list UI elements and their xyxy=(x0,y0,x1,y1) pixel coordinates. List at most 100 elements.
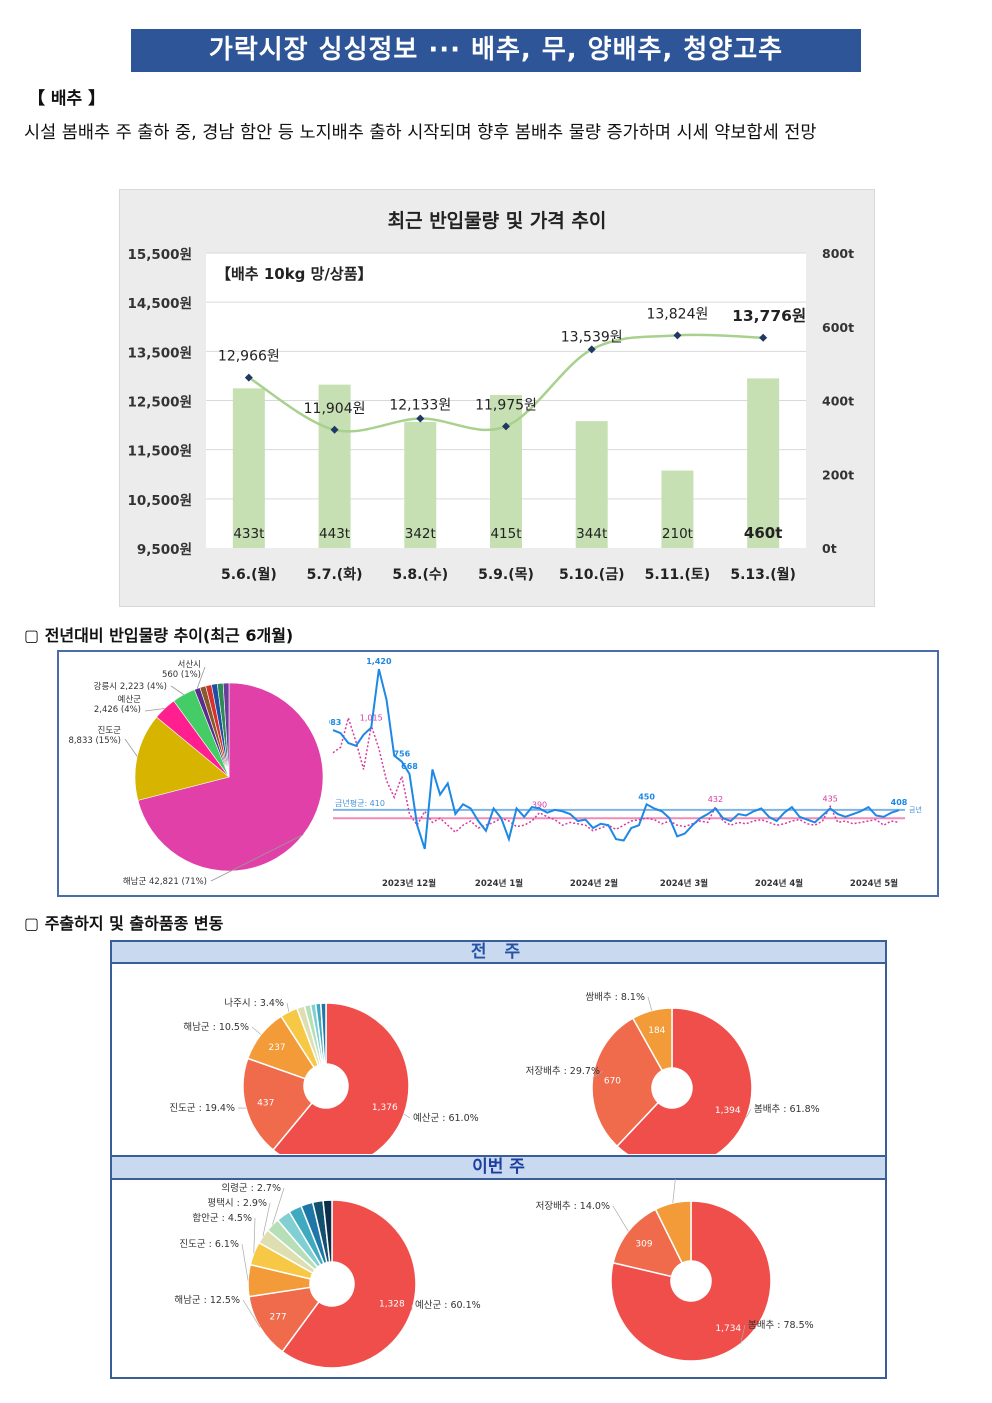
yoy-line-chart: 금년평균: 410 금년 1,015 390 432 435 983 1,420 756 668 4… xyxy=(329,657,922,889)
donut-label: 해남군 : 10.5% xyxy=(183,1021,249,1033)
donut-label: 해남군 : 12.5% xyxy=(174,1294,240,1306)
point-label: 408 xyxy=(891,798,908,807)
price-marker xyxy=(244,373,253,382)
point-label: 983 xyxy=(329,718,341,727)
point-label: 756 xyxy=(393,750,410,759)
section-tag: 【 배추 】 xyxy=(28,89,106,109)
avg-label: 금년평균: 410 xyxy=(335,798,385,808)
pie-label: 해남군 42,821 (71%) xyxy=(123,877,207,887)
y-left-tick: 15,500원 xyxy=(127,247,192,263)
donut-leader xyxy=(242,1299,261,1328)
donut-slice xyxy=(654,1200,692,1265)
donut-slice xyxy=(591,1017,664,1148)
donut-slice xyxy=(242,1057,314,1152)
donut-inner-label: 1,328 xyxy=(379,1300,405,1310)
point-label: 390 xyxy=(532,801,547,810)
donut-leader xyxy=(612,1205,629,1232)
y-left-tick: 10,500원 xyxy=(127,493,192,509)
price-label: 12,966원 xyxy=(218,349,280,365)
donut-slice xyxy=(612,1208,684,1278)
price-label: 12,133원 xyxy=(389,398,451,414)
price-label: 11,975원 xyxy=(475,397,537,413)
donut-slice xyxy=(615,1007,753,1154)
weekly-subhead: ▢ 주출하지 및 출하품종 변동 xyxy=(24,914,224,933)
x-tick: 5.9.(목) xyxy=(478,567,534,583)
donut-inner-label: 237 xyxy=(268,1043,285,1053)
y-left-tick: 11,500원 xyxy=(127,444,192,460)
donut-leader xyxy=(672,1179,676,1204)
donut-leader xyxy=(592,1070,604,1079)
point-label: 432 xyxy=(708,795,723,804)
this-week-origin-donut: 1,328 예산군 : 60.1% 277 해남군 : 12.5% 진도군 : 6.1%… xyxy=(174,1182,481,1369)
pie-label: 예산군 xyxy=(118,694,142,705)
y-right-tick: 600t xyxy=(822,320,854,335)
donut-leader xyxy=(403,1113,411,1119)
chart-inner-label: 【배추 10kg 망/상품】 xyxy=(216,265,373,283)
pie-label: 강릉시 2,223 (4%) xyxy=(94,681,167,692)
pie-leader xyxy=(170,685,184,695)
volume-label: 415t xyxy=(490,526,521,542)
price-label: 13,539원 xyxy=(561,329,623,345)
weekly-panel: 전 주 1,376 예산군 : 61.0% 437 진도군 : 19.4% 237 해남군… xyxy=(110,940,887,1379)
x-tick: 5.10.(금) xyxy=(559,567,625,583)
donut-label: 예산군 : 61.0% xyxy=(413,1113,479,1124)
price-volume-chart-frame: 최근 반입물량 및 가격 추이 【배추 10kg 망/상품】 9,500원 10,50… xyxy=(119,189,875,607)
volume-bar xyxy=(661,470,694,548)
donut-leader xyxy=(253,1217,256,1254)
donut-label: 진도군 : 19.4% xyxy=(169,1103,235,1114)
donut-slice xyxy=(319,1002,327,1065)
volume-bar xyxy=(747,378,780,548)
price-label: 13,776원 xyxy=(732,307,806,325)
y-right-tick: 800t xyxy=(822,246,854,261)
pie-label: 560 (1%) xyxy=(162,670,201,680)
donut-label: 예산군 : 60.1% xyxy=(415,1300,481,1311)
page-title: 가락시장 싱싱정보 ··· 배추, 무, 양배추, 청양고추 xyxy=(131,29,861,72)
x-tick: 2024년 2월 xyxy=(570,878,618,889)
panel-header-this: 이번 주 xyxy=(112,1155,885,1180)
volume-label: 443t xyxy=(319,526,350,542)
donut-label: 평택시 : 2.9% xyxy=(207,1198,267,1209)
x-tick: 2023년 12월 xyxy=(382,878,436,889)
y-left-tick: 14,500원 xyxy=(127,296,192,312)
donut-label: 쌈배추 : 8.1% xyxy=(585,992,645,1003)
volume-bar xyxy=(404,421,437,548)
prev-week-origin-donut: 1,376 예산군 : 61.0% 437 진도군 : 19.4% 237 해남군 : 1… xyxy=(169,998,479,1154)
point-label: 668 xyxy=(401,762,418,771)
series-line xyxy=(332,668,900,850)
y-right-tick: 200t xyxy=(822,467,854,482)
donut-inner-label: 670 xyxy=(604,1077,621,1087)
donut-label: 봄배추 : 61.8% xyxy=(754,1104,820,1115)
x-tick: 2024년 4월 xyxy=(755,878,803,889)
donut-inner-label: 1,734 xyxy=(715,1324,741,1334)
section-summary: 시설 봄배추 주 출하 중, 경남 함안 등 노지배추 출하 시작되며 향후 봄… xyxy=(24,123,817,143)
pie-label: 8,833 (15%) xyxy=(68,736,121,746)
donut-label: 진도군 : 6.1% xyxy=(179,1239,239,1250)
x-tick: 5.11.(토) xyxy=(645,567,711,583)
chart-title: 최근 반입물량 및 가격 추이 xyxy=(388,210,607,232)
price-label: 13,824원 xyxy=(646,306,708,322)
pie-leader xyxy=(196,666,206,689)
donut-inner-label: 437 xyxy=(257,1099,274,1109)
price-marker xyxy=(673,331,682,340)
donut-inner-label: 309 xyxy=(635,1240,652,1250)
point-label: 1,420 xyxy=(366,657,392,666)
y-left-tick: 9,500원 xyxy=(137,542,192,558)
panel-header-prev: 전 주 xyxy=(112,942,885,964)
point-label: 1,015 xyxy=(360,714,383,723)
pie-leader xyxy=(144,708,165,712)
pie-slice xyxy=(222,682,230,778)
volume-label: 210t xyxy=(662,526,693,542)
donut-inner-label: 1,394 xyxy=(715,1106,741,1116)
pie-label: 2,426 (4%) xyxy=(94,705,141,715)
y-left-tick: 13,500원 xyxy=(127,345,192,361)
donut-leader xyxy=(740,1324,746,1344)
donut-leader xyxy=(272,1187,285,1225)
donut-leader xyxy=(647,996,653,1011)
volume-label: 460t xyxy=(744,524,782,542)
y-right-tick: 400t xyxy=(822,394,854,409)
pie-leader xyxy=(124,738,138,757)
x-tick: 2024년 5월 xyxy=(850,878,898,889)
y-left-tick: 12,500원 xyxy=(127,395,192,411)
